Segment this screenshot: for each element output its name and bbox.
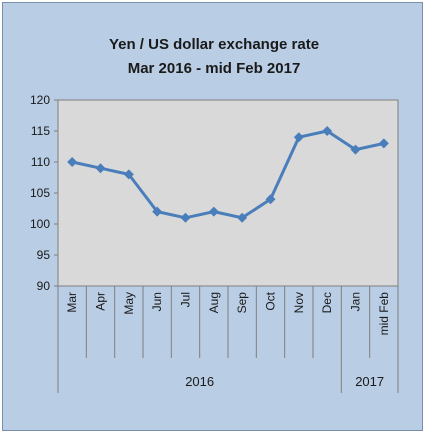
series-line: [71, 129, 385, 220]
data-point: [265, 194, 276, 205]
y-tick-label: 105: [30, 186, 50, 200]
data-point: [95, 163, 106, 174]
data-point: [67, 157, 78, 167]
x-tick-label: Dec: [320, 292, 334, 313]
x-tick-label: Jan: [349, 292, 363, 311]
y-tick-label: 95: [37, 248, 51, 262]
x-tick-label: Oct: [264, 291, 278, 310]
x-tick-labels: Mar Apr May Jun Jul Aug Sep Oct Nov Dec Jan mid Feb: [65, 291, 391, 335]
axes: [54, 99, 399, 393]
plot-area: [57, 99, 399, 287]
data-point: [208, 206, 219, 217]
chart-title-line-1: Yen / US dollar exchange rate: [109, 36, 319, 53]
x-tick-label: mid Feb: [377, 292, 391, 336]
data-point: [322, 126, 333, 136]
x-group-label: 2017: [355, 374, 384, 389]
y-tick-label: 120: [30, 93, 50, 107]
series-layer: [67, 126, 389, 223]
data-point: [350, 144, 361, 155]
data-point: [378, 138, 389, 149]
y-tick-label: 100: [30, 217, 50, 231]
data-point: [293, 132, 304, 143]
x-tick-label: Aug: [207, 292, 221, 313]
y-tick-label: 110: [31, 155, 50, 169]
chart-title-line-2: Mar 2016 - mid Feb 2017: [128, 60, 301, 77]
data-point: [123, 169, 134, 180]
chart-canvas: Yen / US dollar exchange rate Mar 2016 -…: [30, 36, 399, 393]
x-tick-label: Apr: [94, 292, 108, 311]
y-tick-label: 90: [37, 279, 51, 293]
x-tick-label: Jul: [179, 292, 193, 307]
x-tick-label: May: [122, 292, 136, 315]
data-point: [180, 212, 191, 223]
data-point: [237, 212, 248, 223]
y-tick-labels: 90 95 100 105 110 115 120: [30, 93, 50, 293]
x-tick-label: Nov: [292, 292, 306, 313]
x-tick-label: Mar: [65, 292, 79, 313]
x-tick-label: Sep: [235, 292, 249, 314]
chart-frame: Yen / US dollar exchange rate Mar 2016 -…: [2, 2, 423, 431]
x-group-labels: 2016 2017: [185, 374, 384, 389]
x-group-label: 2016: [185, 374, 214, 389]
x-tick-label: Jun: [150, 292, 164, 311]
y-tick-label: 115: [31, 124, 50, 138]
data-point: [152, 206, 163, 217]
